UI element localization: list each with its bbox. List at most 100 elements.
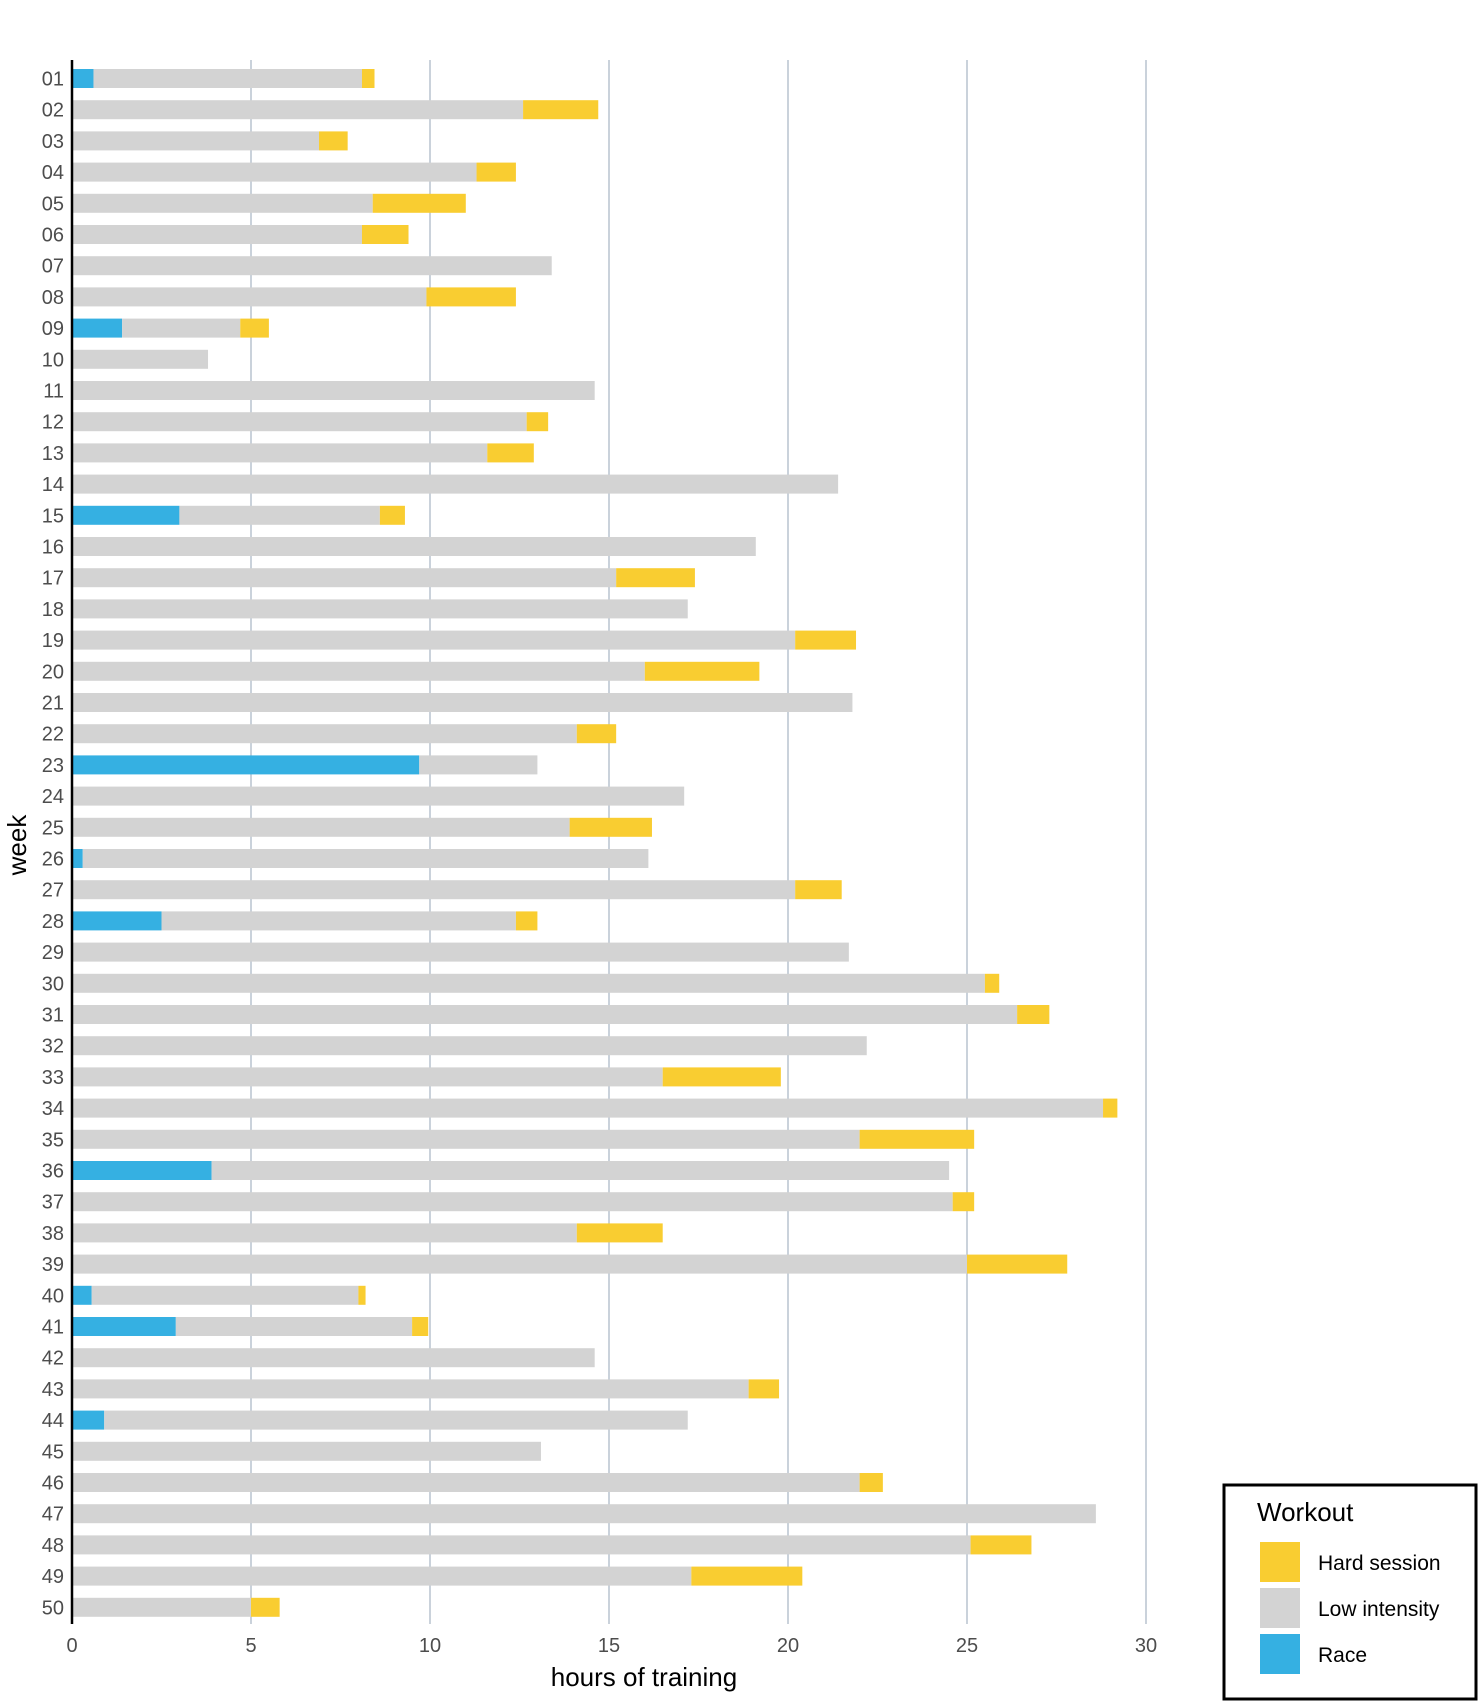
y-tick-label: 44 — [42, 1410, 64, 1432]
bar-hard-week-40 — [358, 1285, 366, 1305]
x-axis-title: hours of training — [551, 1662, 737, 1692]
y-tick-label: 29 — [42, 942, 64, 964]
bar-low-week-16 — [72, 537, 756, 556]
bar-low-week-26 — [82, 849, 649, 868]
bar-race-week-15 — [72, 505, 180, 525]
y-tick-label: 45 — [42, 1441, 64, 1463]
y-axis-title: week — [2, 814, 32, 877]
legend-title: Workout — [1257, 1497, 1354, 1527]
bar-low-week-10 — [72, 349, 209, 369]
x-tick-label: 0 — [66, 1635, 77, 1657]
y-tick-label: 17 — [42, 568, 64, 590]
legend-entries: Hard session Low intensity Race — [1258, 1540, 1441, 1676]
bar-hard-week-48 — [970, 1535, 1032, 1555]
y-tick-label: 38 — [42, 1223, 64, 1245]
y-tick-label: 07 — [42, 256, 64, 278]
bar-low-week-04 — [72, 162, 477, 182]
bar-low-week-38 — [72, 1223, 577, 1243]
bar-race-week-44 — [72, 1410, 105, 1430]
y-tick-label: 36 — [42, 1161, 64, 1183]
bar-hard-week-33 — [662, 1067, 781, 1087]
y-tick-label: 09 — [42, 318, 64, 340]
y-tick-label: 48 — [42, 1535, 64, 1557]
bar-hard-week-13 — [487, 443, 534, 463]
y-tick-label: 06 — [42, 225, 64, 247]
legend-label-hard: Hard session — [1318, 1552, 1441, 1575]
y-tick-label: 20 — [42, 661, 64, 683]
y-tick-label: 23 — [42, 755, 64, 777]
bar-low-week-48 — [72, 1535, 971, 1555]
bars — [72, 69, 1118, 1617]
x-tick-label: 30 — [1135, 1635, 1157, 1657]
legend: Workout Hard session Low intensity Race — [1222, 1483, 1478, 1701]
bar-low-week-29 — [72, 942, 849, 962]
bar-race-week-01 — [72, 69, 94, 88]
bar-low-week-45 — [72, 1441, 541, 1461]
bar-low-week-14 — [72, 474, 839, 494]
bar-hard-week-06 — [361, 225, 409, 244]
bar-hard-week-15 — [379, 505, 405, 525]
y-tick-label: 11 — [43, 381, 64, 403]
bar-low-week-11 — [72, 381, 595, 400]
bar-low-week-27 — [72, 880, 796, 900]
bar-hard-week-04 — [476, 162, 516, 182]
bar-low-week-39 — [72, 1254, 967, 1274]
bar-low-week-43 — [72, 1379, 749, 1399]
bar-low-week-23 — [419, 755, 538, 775]
bar-low-week-09 — [122, 318, 241, 338]
x-tick-labels: 0 5 10 15 20 25 30 — [66, 1635, 1157, 1657]
y-tick-labels: 01 02 03 04 05 06 07 08 09 10 11 12 13 14 15 16 17 18 19 20… — [42, 69, 64, 1620]
y-tick-label: 12 — [42, 412, 64, 434]
x-tick-label: 10 — [419, 1635, 441, 1657]
bar-low-week-36 — [211, 1161, 950, 1180]
y-tick-label: 33 — [42, 1067, 64, 1089]
bar-low-week-08 — [72, 287, 427, 307]
bar-low-week-46 — [72, 1473, 860, 1492]
bar-low-week-35 — [72, 1129, 860, 1149]
bar-hard-week-01 — [361, 69, 375, 88]
bar-low-week-25 — [72, 817, 570, 837]
y-tick-label: 31 — [42, 1005, 64, 1027]
bar-hard-week-05 — [372, 193, 466, 213]
bar-hard-week-19 — [795, 630, 857, 650]
bar-hard-week-34 — [1103, 1098, 1118, 1118]
bar-hard-week-35 — [859, 1129, 975, 1149]
y-tick-label: 19 — [42, 630, 64, 652]
y-tick-label: 13 — [42, 443, 64, 465]
bar-hard-week-22 — [576, 724, 617, 744]
bar-low-week-37 — [72, 1192, 953, 1212]
bar-hard-week-20 — [644, 661, 760, 681]
bar-low-week-03 — [72, 131, 320, 151]
x-tick-label: 15 — [598, 1635, 620, 1657]
y-tick-label: 22 — [42, 724, 64, 746]
bar-race-week-36 — [72, 1161, 212, 1180]
x-tick-label: 5 — [245, 1635, 256, 1657]
y-tick-label: 24 — [42, 786, 64, 808]
y-tick-label: 28 — [42, 911, 64, 933]
y-tick-label: 21 — [42, 693, 64, 715]
bar-low-week-21 — [72, 693, 853, 712]
bar-hard-week-43 — [748, 1379, 780, 1399]
bar-low-week-28 — [161, 911, 516, 931]
bar-low-week-22 — [72, 724, 577, 744]
bar-race-week-23 — [72, 755, 420, 775]
bar-low-week-02 — [72, 100, 524, 120]
y-tick-label: 16 — [42, 537, 64, 559]
bar-low-week-30 — [72, 973, 985, 993]
bar-hard-week-17 — [616, 568, 695, 588]
y-tick-label: 26 — [42, 849, 64, 871]
y-tick-label: 01 — [42, 69, 64, 91]
y-tick-label: 41 — [42, 1317, 64, 1339]
bar-low-week-33 — [72, 1067, 663, 1087]
bar-low-week-40 — [91, 1285, 359, 1305]
bar-hard-week-38 — [576, 1223, 663, 1243]
bar-hard-week-31 — [1017, 1005, 1050, 1024]
bar-low-week-47 — [72, 1504, 1096, 1524]
bar-hard-week-50 — [251, 1597, 280, 1617]
bar-low-week-12 — [72, 412, 527, 432]
y-tick-label: 43 — [42, 1379, 64, 1401]
bar-race-week-09 — [72, 318, 123, 338]
legend-label-race: Race — [1318, 1644, 1367, 1667]
bar-low-week-41 — [175, 1317, 413, 1336]
bar-hard-week-09 — [240, 318, 269, 338]
